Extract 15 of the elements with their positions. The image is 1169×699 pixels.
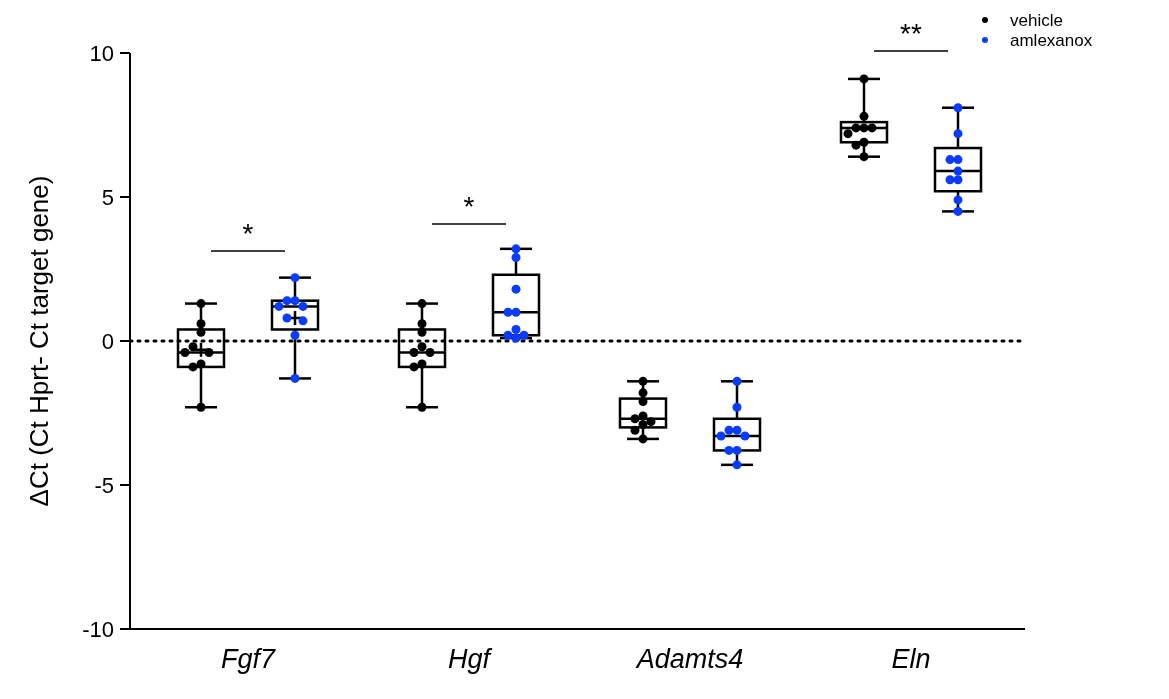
x-tick-label: Adamts4 xyxy=(634,644,744,674)
y-tick-label: 5 xyxy=(101,184,114,210)
y-tick-label: 10 xyxy=(89,40,114,66)
y-tick-label: -10 xyxy=(82,616,114,642)
legend-label: amlexanox xyxy=(1010,30,1093,50)
x-tick-label: Fgf7 xyxy=(220,644,276,674)
y-tick-label: -5 xyxy=(94,472,114,498)
annotation: * xyxy=(463,191,475,222)
y-tick-label: 0 xyxy=(101,328,114,354)
x-tick-label: Hgf xyxy=(447,644,493,674)
x-tick-label: Eln xyxy=(891,644,931,674)
legend-label: vehicle xyxy=(1010,10,1063,30)
y-axis-title: ΔCt (Ct Hprt- Ct target gene) xyxy=(24,175,54,507)
text: ** xyxy=(900,18,922,49)
annotation: * xyxy=(242,218,254,249)
